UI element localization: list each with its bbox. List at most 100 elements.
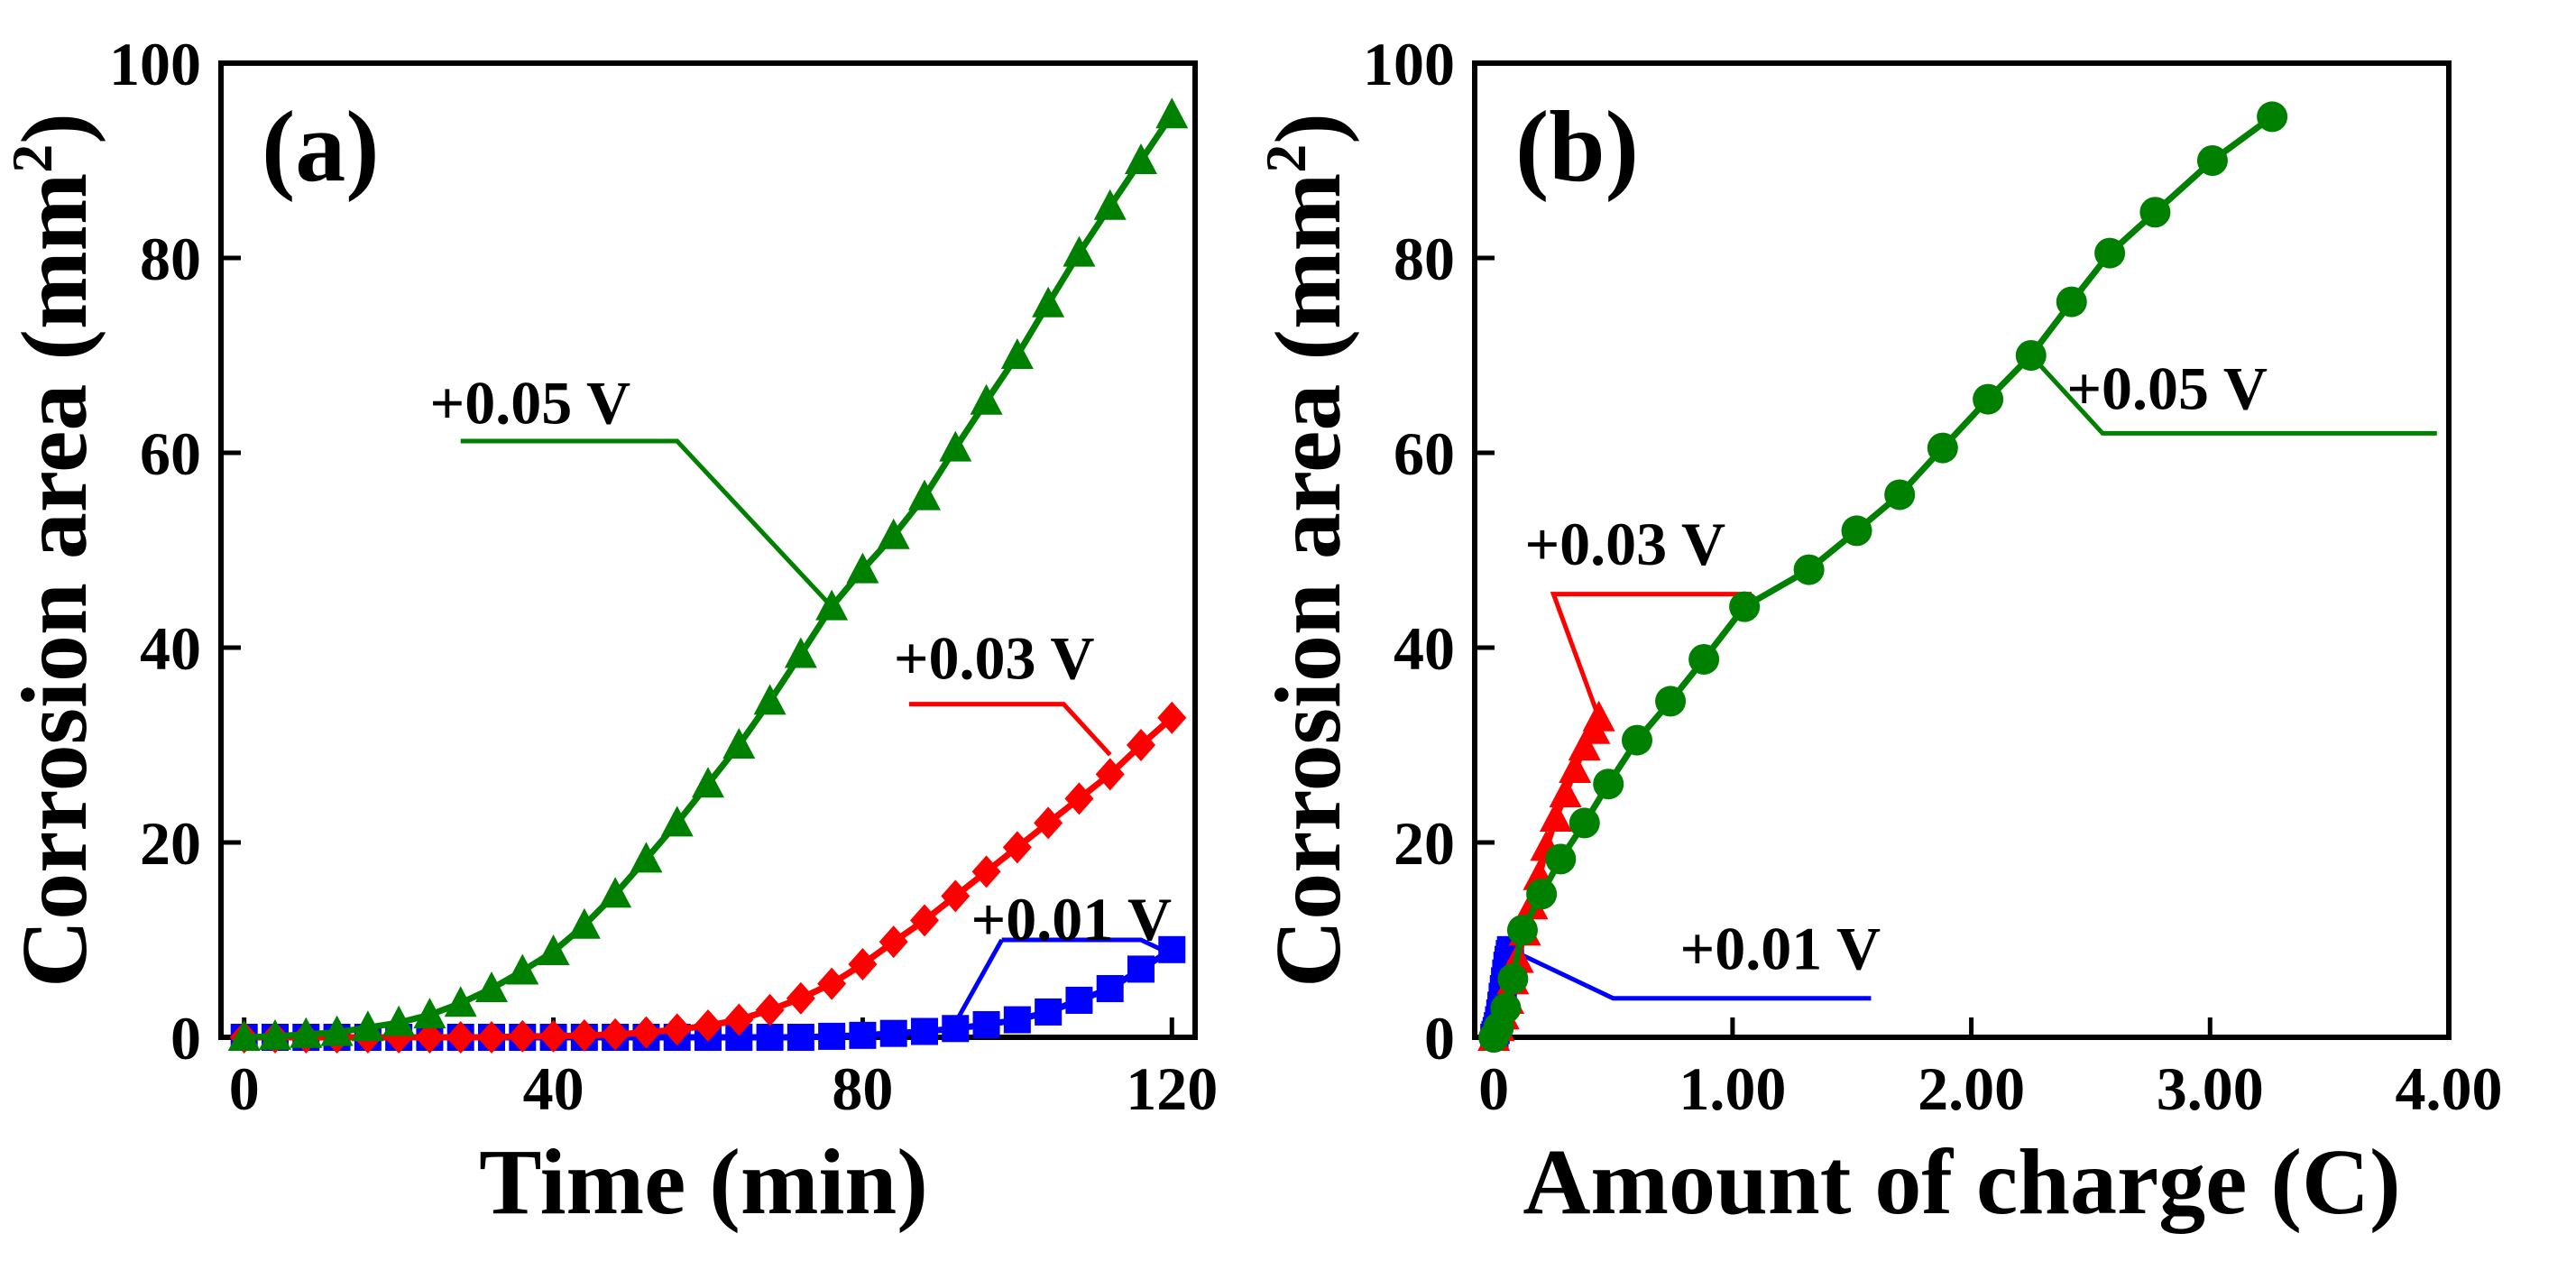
- y-tick-label-b: 20: [1394, 809, 1455, 878]
- data-point-b-2: [1526, 879, 1558, 910]
- data-point-a-1: [879, 925, 908, 959]
- data-point-b-2: [2015, 340, 2047, 371]
- annotation-label-b: +0.05 V: [2066, 354, 2268, 422]
- data-point-a-2: [877, 518, 910, 549]
- data-point-a-2: [1093, 189, 1127, 220]
- data-point-b-2: [1841, 515, 1872, 547]
- data-point-a-2: [444, 986, 477, 1017]
- data-point-b-2: [1569, 807, 1600, 839]
- data-point-a-2: [784, 637, 817, 668]
- data-point-a-0: [879, 1019, 907, 1047]
- data-point-a-1: [724, 1003, 754, 1036]
- data-point-a-1: [538, 1019, 568, 1053]
- data-point-b-2: [2139, 197, 2171, 228]
- data-point-b-2: [1490, 992, 1522, 1024]
- data-point-b-2: [2094, 237, 2126, 269]
- x-tick-label-b: 1.00: [1679, 1054, 1786, 1123]
- data-point-a-2: [630, 842, 663, 873]
- data-point-a-1: [1034, 806, 1063, 840]
- data-point-b-2: [1884, 479, 1916, 511]
- data-point-a-1: [1127, 729, 1155, 761]
- series-a: [227, 97, 1189, 1054]
- data-point-b-2: [1497, 963, 1529, 995]
- data-point-a-2: [475, 971, 508, 1002]
- data-point-b-2: [1655, 686, 1687, 717]
- data-point-a-2: [908, 479, 941, 511]
- annotation-leader-a: [460, 438, 833, 609]
- data-point-b-2: [1729, 591, 1761, 622]
- data-point-b-1: [1568, 730, 1601, 761]
- data-point-a-1: [910, 904, 939, 937]
- y-axis-title-a-sup: 2: [0, 144, 64, 173]
- ticks-b: 0 20 40 60 80 100 0 1.00 2.00 3.00 4.00: [1363, 30, 2503, 1123]
- x-axis-title-b: Amount of charge (C): [1523, 1130, 2400, 1234]
- data-point-b-2: [1688, 643, 1720, 675]
- data-point-a-2: [227, 1020, 261, 1051]
- data-point-b-1: [1540, 801, 1572, 832]
- data-point-a-2: [753, 684, 787, 715]
- y-tick-label-a: 100: [109, 30, 201, 98]
- data-point-b-2: [1506, 915, 1538, 946]
- data-point-a-1: [971, 855, 1001, 888]
- y-axis-title-b-sup: 2: [1254, 144, 1318, 173]
- annotation-label-a: +0.05 V: [430, 369, 631, 437]
- data-point-a-0: [911, 1017, 938, 1045]
- data-point-a-1: [415, 1021, 445, 1054]
- data-point-a-1: [848, 948, 878, 980]
- annotation-leader-b: [2029, 354, 2437, 436]
- data-point-b-2: [2257, 101, 2288, 133]
- data-point-a-1: [786, 981, 815, 1015]
- annotation-label-b: +0.01 V: [1680, 914, 1881, 982]
- data-point-a-2: [599, 877, 632, 908]
- annotation-leader-b: [1550, 592, 1753, 719]
- ticks-a: 0 20 40 60 80 100 0 40 80 120: [109, 30, 1218, 1123]
- data-point-a-1: [477, 1021, 506, 1054]
- data-point-a-1: [941, 879, 971, 913]
- data-point-b-2: [1927, 432, 1958, 464]
- plot-frame-b: [1472, 60, 2452, 1040]
- data-point-a-1: [694, 1009, 722, 1043]
- data-point-a-1: [1064, 782, 1094, 815]
- y-tick-label-a: 60: [140, 419, 201, 488]
- data-point-a-2: [815, 589, 849, 621]
- data-point-a-1: [1157, 701, 1187, 734]
- data-point-b-2: [1973, 383, 2004, 415]
- annotation-label-b: +0.03 V: [1524, 510, 1725, 578]
- y-tick-label-a: 80: [140, 225, 201, 293]
- data-point-a-2: [506, 953, 539, 985]
- x-tick-label-b: 0: [1478, 1054, 1509, 1123]
- data-point-a-0: [1096, 975, 1124, 1002]
- data-point-a-2: [1000, 338, 1034, 369]
- y-tick-label-b: 100: [1363, 30, 1455, 98]
- data-point-a-2: [537, 934, 570, 965]
- data-point-b-2: [2196, 145, 2228, 176]
- data-point-b-2: [1593, 769, 1624, 800]
- data-point-a-1: [755, 993, 785, 1026]
- data-point-a-0: [1035, 998, 1063, 1026]
- data-point-a-0: [756, 1024, 784, 1051]
- y-axis-title-a-close: ): [3, 113, 106, 144]
- panel-label-b: (b): [1515, 91, 1639, 203]
- data-point-a-1: [817, 967, 847, 1000]
- x-tick-label-a: 0: [229, 1054, 260, 1123]
- data-point-a-2: [567, 907, 601, 939]
- y-axis-title-b: Corrosion area (mm2): [1254, 113, 1360, 988]
- annotation-leader-a: [908, 702, 1112, 757]
- annotation-leader-b: [1509, 947, 1872, 1001]
- data-point-a-0: [942, 1015, 970, 1043]
- data-point-a-2: [351, 1010, 384, 1042]
- data-point-a-2: [970, 383, 1003, 415]
- data-point-b-2: [2056, 286, 2087, 318]
- data-point-a-2: [290, 1017, 323, 1048]
- data-point-b-1: [1559, 752, 1592, 783]
- data-point-a-2: [1063, 235, 1096, 267]
- y-tick-label-a: 20: [140, 809, 201, 878]
- y-axis-title-a: Corrosion area (mm2): [0, 113, 106, 988]
- y-tick-label-a: 0: [170, 1004, 201, 1072]
- data-point-a-2: [692, 767, 724, 798]
- x-tick-label-b: 2.00: [1918, 1054, 2025, 1123]
- data-point-a-0: [787, 1024, 814, 1051]
- annotation-leader-a: [953, 938, 1004, 1025]
- annotations-b: +0.05 V +0.03 V +0.01 V: [1509, 354, 2437, 1001]
